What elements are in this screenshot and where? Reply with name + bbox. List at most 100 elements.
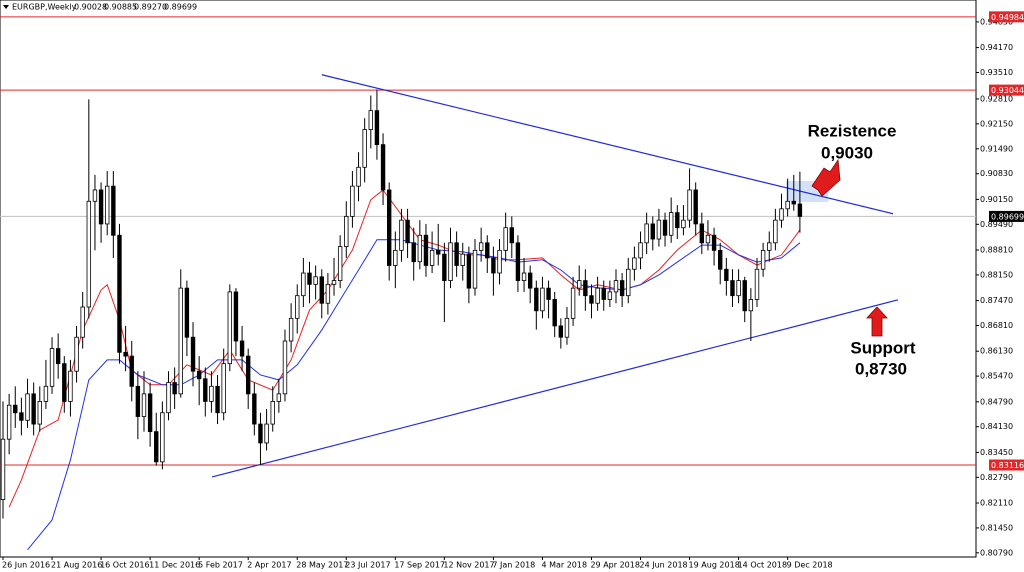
candle-body	[675, 212, 680, 229]
candle-body	[730, 280, 735, 297]
candle-body	[662, 219, 668, 236]
candle-body	[411, 242, 416, 263]
y-tick-label: 0.84130	[980, 422, 1013, 431]
y-tick-label: 0.83450	[980, 448, 1013, 457]
x-tick-label: 24 Jun 2018	[640, 561, 688, 570]
candle-body	[393, 249, 398, 266]
candle-body	[521, 272, 527, 281]
x-tick-label: 21 Aug 2016	[51, 561, 102, 570]
ma-line	[27, 239, 801, 551]
candle-body	[595, 287, 600, 304]
price-label-box	[989, 210, 1024, 222]
candle-body	[564, 317, 570, 338]
candle-body	[718, 249, 723, 270]
candle-body	[527, 272, 533, 289]
candle-body	[264, 423, 269, 444]
candle-body	[399, 219, 404, 251]
level-label-box	[989, 459, 1024, 471]
candle-body	[282, 340, 288, 395]
candle-body	[607, 291, 613, 300]
candle-body	[13, 404, 18, 414]
candle-body	[105, 185, 110, 225]
candle-body	[491, 257, 496, 274]
candle-body	[705, 234, 711, 244]
candle-body	[417, 234, 423, 263]
candle-body	[693, 189, 698, 225]
trend-line	[211, 299, 899, 478]
trend-line	[321, 74, 894, 215]
candle-body	[405, 219, 410, 244]
candle-body	[429, 249, 435, 266]
ohlc-low: 0.89270	[134, 3, 167, 12]
candle-body	[178, 287, 183, 395]
x-tick-label: 4 Mar 2018	[541, 561, 587, 570]
y-tick-label: 0.90830	[980, 169, 1013, 178]
annotation: Rezistence	[808, 121, 897, 140]
candle-body	[632, 257, 637, 270]
y-tick-label: 0.82110	[980, 498, 1013, 507]
candle-body	[313, 276, 318, 285]
candle-body	[98, 189, 104, 225]
candle-body	[791, 200, 796, 205]
level-label: 0.94984	[991, 13, 1024, 22]
annotation: 0,9030	[821, 143, 873, 162]
plot-frame	[0, 0, 977, 558]
candle-body	[724, 268, 729, 281]
level-label: 0.83116	[991, 461, 1024, 470]
y-tick-label: 0.91490	[980, 144, 1013, 153]
candle-body	[344, 215, 349, 247]
candle-body	[515, 242, 521, 281]
candle-body	[497, 249, 502, 274]
candle-body	[681, 219, 686, 229]
candle-body	[613, 280, 619, 293]
y-tick-label: 0.94170	[980, 43, 1013, 52]
candle-body	[460, 253, 465, 266]
candle-body	[577, 280, 582, 289]
candle-body	[215, 385, 220, 414]
candle-body	[767, 242, 772, 251]
candle-body	[423, 234, 429, 266]
candle-body	[442, 253, 447, 281]
candle-body	[6, 404, 12, 440]
x-tick-label: 7 Jan 2018	[492, 561, 535, 570]
candle-body	[558, 325, 564, 338]
candle-body	[386, 189, 392, 266]
candle-body	[203, 378, 208, 402]
x-tick-label: 17 Sep 2017	[394, 561, 445, 570]
candle-body	[111, 185, 116, 236]
candle-body	[601, 287, 606, 300]
x-tick-label: 9 Dec 2018	[787, 561, 833, 570]
menu-triangle[interactable]	[3, 5, 9, 9]
candle-body	[135, 385, 141, 417]
candle-body	[49, 348, 55, 387]
annotation: Support	[850, 338, 915, 357]
candle-body	[68, 370, 73, 402]
ohlc-high: 0.90885	[104, 3, 137, 12]
price-label: 0.89699	[991, 212, 1024, 221]
x-tick-label: 23 Jul 2017	[345, 561, 390, 570]
candle-body	[337, 246, 343, 281]
candle-body	[619, 280, 625, 297]
candle-body	[368, 110, 373, 130]
ohlc-open: 0.90028	[74, 3, 107, 12]
x-tick-label: 14 Oct 2018	[738, 561, 787, 570]
y-tick-label: 0.85470	[980, 372, 1013, 381]
y-tick-label: 0.89490	[980, 220, 1013, 229]
candle-body	[356, 166, 361, 187]
x-tick-label: 12 Nov 2017	[443, 561, 494, 570]
y-tick-label: 0.92150	[980, 119, 1013, 128]
x-tick-label: 29 Apr 2018	[590, 561, 639, 570]
candle-body	[736, 280, 741, 297]
candle-body	[779, 208, 784, 221]
candle-body	[644, 223, 649, 244]
candle-body	[485, 242, 490, 259]
candle-body	[583, 280, 588, 297]
candle-body	[166, 382, 171, 414]
candle-body	[141, 393, 147, 417]
candle-body	[540, 287, 545, 312]
candle-body	[319, 276, 324, 304]
x-tick-label: 19 Aug 2018	[689, 561, 740, 570]
level-label: 0.93044	[991, 86, 1024, 95]
candle-body	[184, 287, 190, 338]
candle-body	[797, 203, 803, 217]
